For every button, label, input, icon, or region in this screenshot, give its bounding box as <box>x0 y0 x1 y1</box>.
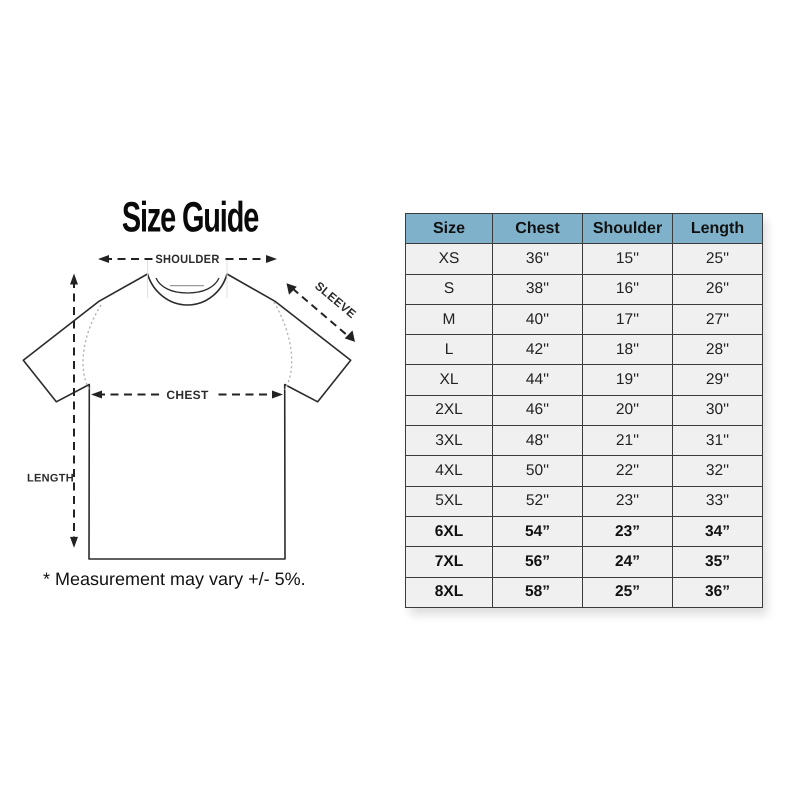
svg-text:SHOULDER: SHOULDER <box>155 252 219 266</box>
svg-text:SLEEVE: SLEEVE <box>312 279 359 321</box>
svg-text:CHEST: CHEST <box>166 388 209 402</box>
svg-text:LENGTH: LENGTH <box>27 473 74 485</box>
